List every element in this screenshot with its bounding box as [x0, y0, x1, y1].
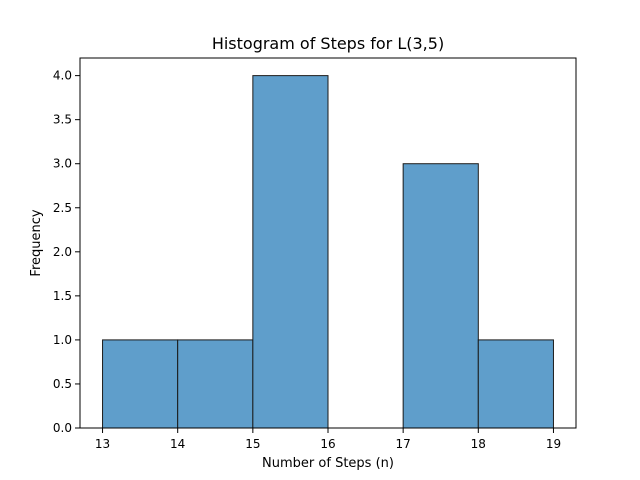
histogram-bar — [402, 163, 479, 429]
histogram-bar — [477, 339, 554, 429]
x-axis-label: Number of Steps (n) — [262, 456, 394, 471]
y-tick-label: 1.0 — [53, 333, 72, 347]
x-tick-label: 19 — [546, 437, 561, 451]
x-tick-label: 18 — [471, 437, 486, 451]
y-axis-label: Frequency — [29, 209, 44, 276]
histogram-bar — [177, 339, 254, 429]
y-tick-label: 1.5 — [53, 289, 72, 303]
x-tick-label: 16 — [320, 437, 335, 451]
y-tick-label: 0.5 — [53, 377, 72, 391]
y-tick-label: 0.0 — [53, 421, 72, 435]
y-tick-label: 3.0 — [53, 157, 72, 171]
plot-frame — [79, 57, 577, 429]
x-tick-label: 13 — [95, 437, 110, 451]
ticks-layer: 13 14 15 16 17 18 19 0.0 0.5 1.0 1.5 2.0 2.5 3.0 3.5 4.… — [53, 69, 561, 451]
y-tick-label: 3.5 — [53, 113, 72, 127]
histogram-bar — [252, 75, 329, 429]
chart-title: Histogram of Steps for L(3,5) — [212, 34, 444, 53]
x-tick-label: 14 — [170, 437, 185, 451]
y-tick-label: 2.5 — [53, 201, 72, 215]
y-tick-label: 4.0 — [53, 69, 72, 83]
y-tick-label: 2.0 — [53, 245, 72, 259]
bars-layer — [102, 75, 554, 429]
x-tick-label: 15 — [245, 437, 260, 451]
x-tick-label: 17 — [396, 437, 411, 451]
histogram-bar — [102, 339, 179, 429]
